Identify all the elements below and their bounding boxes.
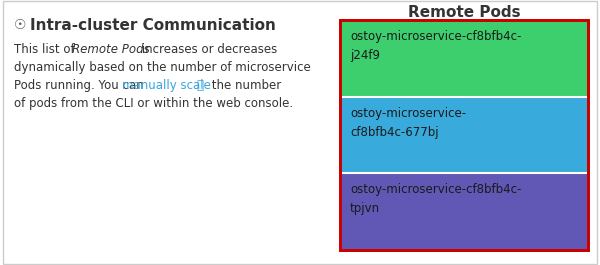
- Text: Pods running. You can: Pods running. You can: [14, 79, 148, 92]
- Text: This list of: This list of: [14, 43, 79, 56]
- Text: of pods from the CLI or within the web console.: of pods from the CLI or within the web c…: [14, 97, 293, 110]
- Text: Remote Pods: Remote Pods: [407, 5, 520, 20]
- Text: ostoy-microservice-cf8bfb4c-
j24f9: ostoy-microservice-cf8bfb4c- j24f9: [350, 30, 521, 62]
- Bar: [340, 173, 588, 250]
- Text: ☉: ☉: [14, 18, 26, 32]
- Text: ostoy-microservice-cf8bfb4c-
tpjvn: ostoy-microservice-cf8bfb4c- tpjvn: [350, 183, 521, 215]
- Text: dynamically based on the number of microservice: dynamically based on the number of micro…: [14, 61, 311, 74]
- Text: increases or decreases: increases or decreases: [138, 43, 277, 56]
- Bar: [340, 97, 588, 173]
- Bar: [340, 20, 588, 97]
- Text: ostoy-microservice-
cf8bfb4c-677bj: ostoy-microservice- cf8bfb4c-677bj: [350, 107, 466, 139]
- Text: Intra-cluster Communication: Intra-cluster Communication: [30, 18, 276, 33]
- Text: manually scale: manually scale: [122, 79, 211, 92]
- Text: ⧉: ⧉: [196, 79, 203, 92]
- Text: the number: the number: [208, 79, 281, 92]
- Text: Remote Pods: Remote Pods: [72, 43, 150, 56]
